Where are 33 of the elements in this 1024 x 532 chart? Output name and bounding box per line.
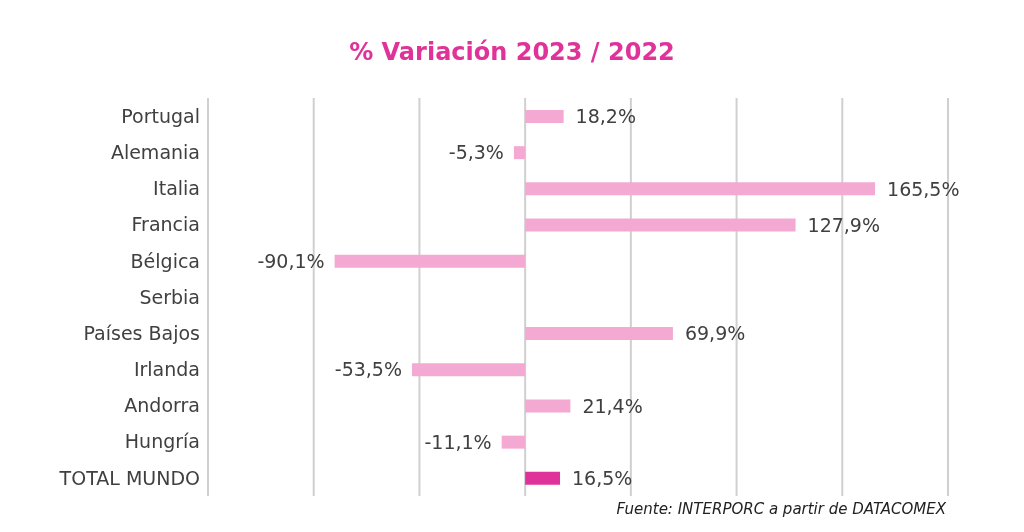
source-note: Fuente: INTERPORC a partir de DATACOMEX (616, 500, 946, 518)
y-tick-label: TOTAL MUNDO (58, 466, 200, 489)
y-tick-label: Andorra (124, 394, 200, 417)
bar (525, 327, 673, 341)
data-label: 127,9% (807, 213, 881, 236)
y-tick-label: Hungría (124, 430, 200, 453)
data-label: 21,4% (582, 394, 643, 417)
y-tick-label: Serbia (139, 285, 200, 308)
data-label: -5,3% (448, 141, 504, 164)
bar (334, 254, 526, 268)
bar (501, 435, 526, 449)
y-tick-label: Portugal (121, 104, 200, 127)
data-label: 69,9% (684, 322, 746, 345)
data-label: 16,5% (572, 466, 633, 489)
y-tick-label: Bélgica (130, 249, 200, 272)
bar (525, 182, 876, 196)
y-tick-label: Países Bajos (83, 321, 200, 344)
y-tick-label: Francia (131, 213, 200, 236)
data-label: -90,1% (257, 249, 325, 272)
bar (412, 363, 526, 377)
bar (525, 110, 564, 123)
data-label: -11,1% (424, 430, 492, 453)
bar (525, 218, 796, 232)
data-label: 18,2% (575, 105, 636, 128)
data-label: 165,5% (887, 177, 960, 200)
y-tick-label: Italia (153, 177, 200, 200)
y-tick-label: Irlanda (133, 358, 200, 381)
bar (525, 399, 571, 413)
bar (525, 471, 561, 485)
chart-title: % Variación 2023 / 2022 (348, 37, 676, 68)
y-tick-label: Alemania (110, 141, 200, 164)
data-label: -53,5% (334, 358, 403, 381)
bar (513, 146, 526, 160)
